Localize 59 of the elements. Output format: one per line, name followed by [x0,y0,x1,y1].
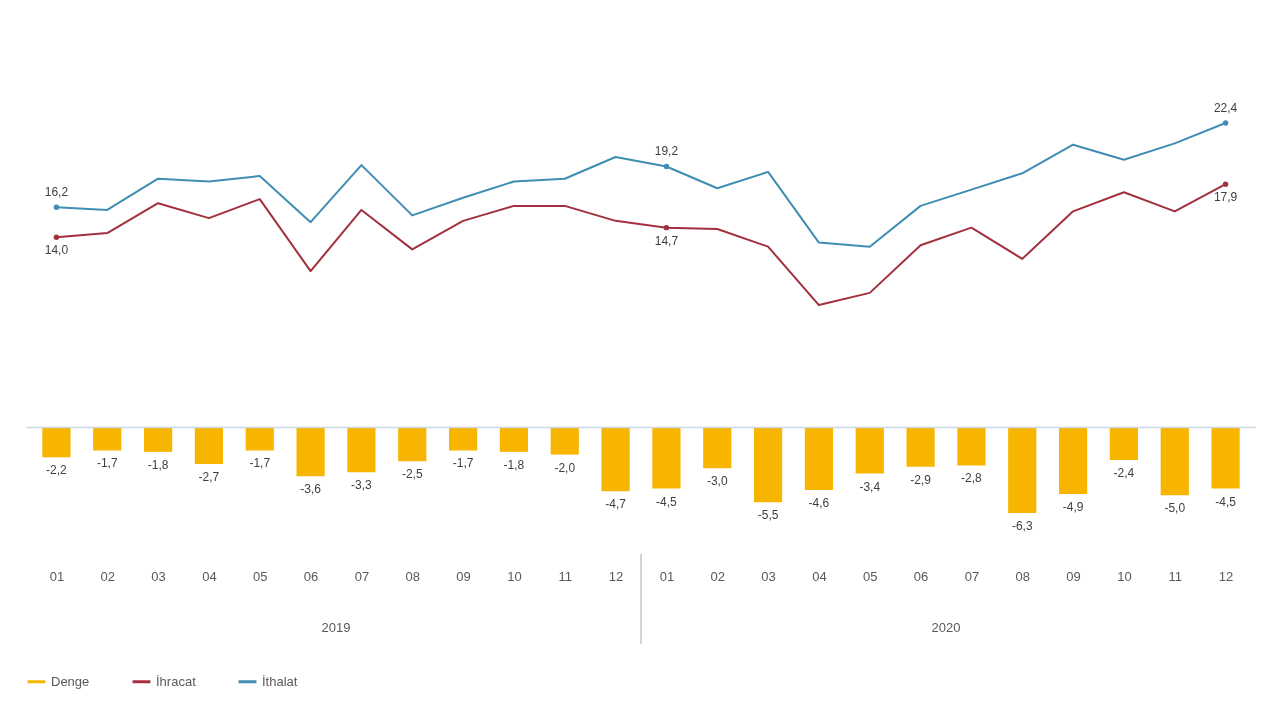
data-label: -2,4 [1113,466,1135,480]
x-tick-label: 12 [1218,568,1234,584]
legend-label: İhracat [156,673,197,689]
x-tick-label: 04 [202,568,217,584]
data-label: 17,9 [1213,190,1238,205]
data-label: 22,4 [1213,101,1238,115]
x-tick-label: 03 [761,568,776,584]
data-label: -1,8 [147,457,169,472]
data-label: -4,9 [1062,499,1084,514]
x-tick-label: 11 [558,568,572,584]
data-label: 14,7 [654,233,679,248]
x-tick-label: 09 [1066,568,1081,584]
x-tick-label: 05 [863,568,878,584]
data-label: -5,5 [757,508,779,523]
x-tick-label: 03 [151,568,166,584]
data-label: -4,5 [1215,494,1237,509]
x-tick-label: 11 [1168,568,1182,584]
data-label: 14,0 [44,243,69,258]
x-tick-label: 10 [1117,568,1132,584]
x-tick-label: 08 [1015,568,1030,584]
data-label: -3,4 [859,479,881,494]
data-label: -2,0 [554,460,576,475]
x-tick-label: 05 [253,568,268,584]
data-label: -2,5 [401,467,423,482]
data-label: -3,6 [300,482,322,497]
x-tick-label: 10 [507,568,522,584]
data-label: -4,6 [808,495,830,510]
x-tick-label: 01 [659,568,675,584]
data-label: -4,5 [656,494,678,509]
data-label: -2,9 [910,472,932,487]
x-tick-label: 04 [812,568,827,584]
x-tick-label: 07 [964,568,980,584]
x-tick-label: 06 [303,568,319,584]
data-label: -2,7 [198,470,220,485]
x-tick-label: 07 [354,568,370,584]
x-tick-label: 02 [710,568,725,584]
data-label: -2,2 [46,463,68,478]
text: 2019 [321,620,351,635]
data-label: -4,7 [605,497,627,512]
data-label: -3,0 [706,474,728,489]
x-tick-label: 12 [608,568,624,584]
data-label: -3,3 [351,478,373,493]
x-tick-label: 09 [456,568,471,584]
legend-label: Denge [51,673,90,689]
data-label: -5,0 [1164,501,1186,516]
x-tick-label: 02 [100,568,115,584]
data-label: -1,8 [503,457,525,472]
x-tick-label: 08 [405,568,420,584]
data-label: -1,7 [249,456,271,471]
legend-label: İthalat [262,673,298,689]
text: 2020 [931,620,961,635]
x-tick-label: 06 [913,568,929,584]
data-label: -2,8 [961,471,983,486]
x-tick-label: 01 [49,568,65,584]
data-label: -6,3 [1011,519,1033,533]
data-label: 16,2 [44,185,69,200]
data-label: -1,7 [452,456,474,471]
data-label: -1,7 [96,456,118,471]
data-label: 19,2 [654,144,679,159]
